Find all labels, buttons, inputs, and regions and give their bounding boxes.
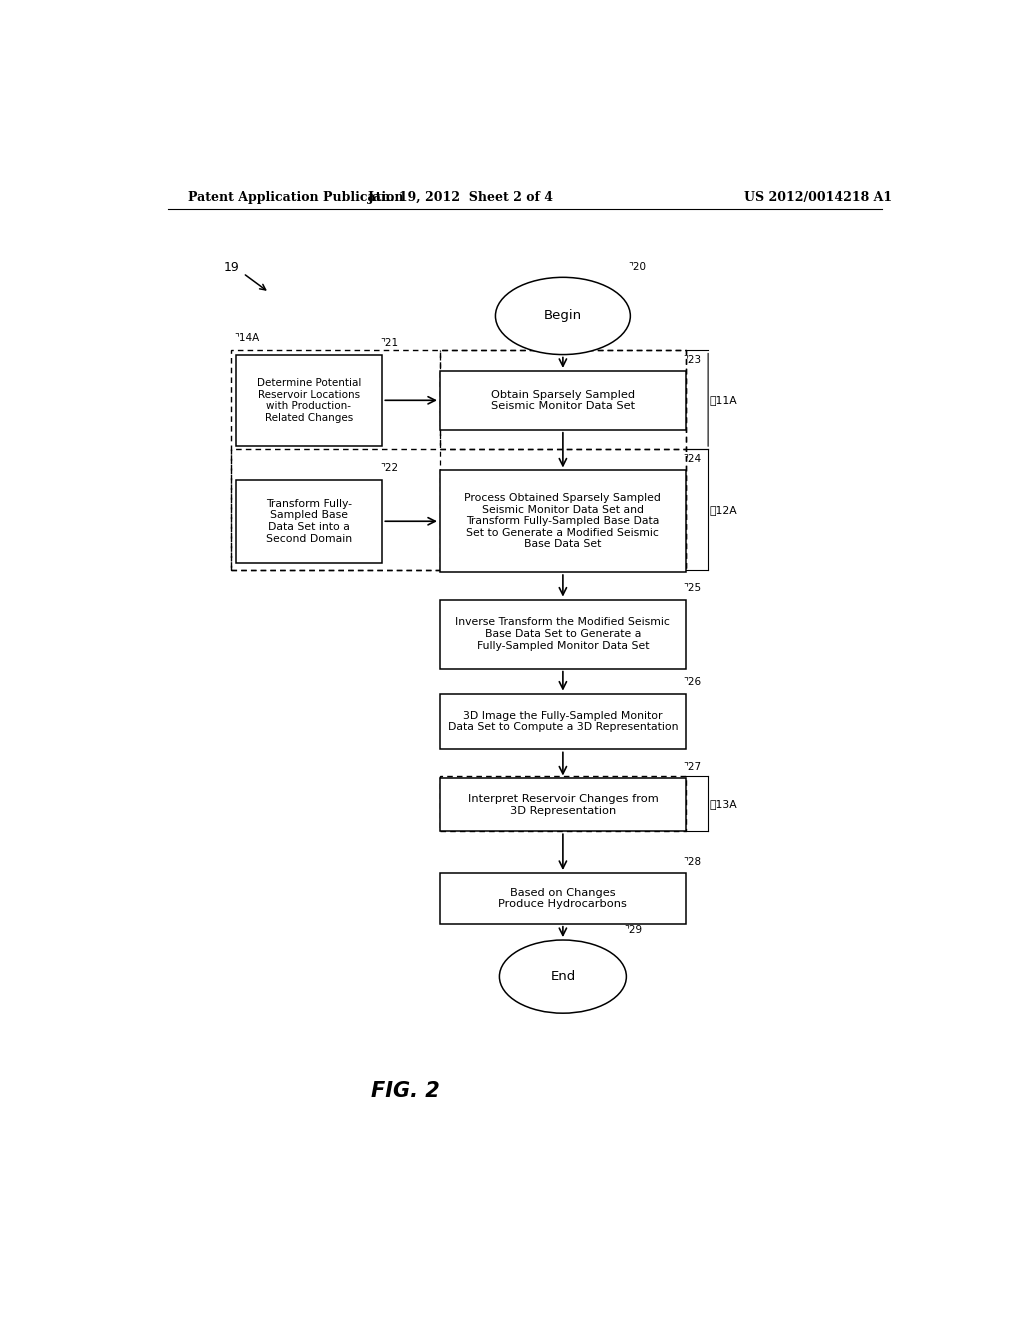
- Text: 19: 19: [223, 260, 240, 273]
- Bar: [231, 449, 686, 570]
- Text: Patent Application Publication: Patent Application Publication: [187, 190, 403, 203]
- Text: ⌝24: ⌝24: [684, 454, 701, 465]
- Text: Inverse Transform the Modified Seismic
Base Data Set to Generate a
Fully-Sampled: Inverse Transform the Modified Seismic B…: [456, 618, 671, 651]
- Text: Begin: Begin: [544, 309, 582, 322]
- Text: ⌝26: ⌝26: [684, 677, 701, 688]
- Text: ⌝21: ⌝21: [380, 338, 398, 348]
- Bar: [440, 873, 686, 924]
- Bar: [440, 693, 686, 750]
- Text: ⌝27: ⌝27: [684, 763, 701, 772]
- Bar: [440, 779, 686, 832]
- Bar: [440, 776, 686, 832]
- Ellipse shape: [500, 940, 627, 1014]
- Text: Jan. 19, 2012  Sheet 2 of 4: Jan. 19, 2012 Sheet 2 of 4: [369, 190, 554, 203]
- Bar: [440, 371, 686, 430]
- Bar: [236, 479, 382, 562]
- Text: ⌝22: ⌝22: [380, 463, 398, 474]
- Text: ⌝28: ⌝28: [684, 857, 701, 867]
- Text: End: End: [550, 970, 575, 983]
- Text: Based on Changes
Produce Hydrocarbons: Based on Changes Produce Hydrocarbons: [499, 887, 628, 909]
- Bar: [440, 599, 686, 669]
- Text: ⌝29: ⌝29: [624, 925, 642, 935]
- Text: Process Obtained Sparsely Sampled
Seismic Monitor Data Set and
Transform Fully-S: Process Obtained Sparsely Sampled Seismi…: [465, 494, 662, 549]
- Text: ⌕12A: ⌕12A: [710, 504, 737, 515]
- Text: ⌕13A: ⌕13A: [710, 799, 737, 809]
- Bar: [440, 470, 686, 572]
- Bar: [440, 351, 686, 449]
- Text: 3D Image the Fully-Sampled Monitor
Data Set to Compute a 3D Representation: 3D Image the Fully-Sampled Monitor Data …: [447, 710, 678, 733]
- Text: Interpret Reservoir Changes from
3D Representation: Interpret Reservoir Changes from 3D Repr…: [468, 795, 658, 816]
- Ellipse shape: [496, 277, 631, 355]
- Text: ⌝23: ⌝23: [684, 355, 701, 364]
- Bar: [231, 351, 686, 570]
- Bar: [236, 355, 382, 446]
- Text: ⌝25: ⌝25: [684, 583, 701, 594]
- Text: ⌝14A: ⌝14A: [234, 334, 260, 343]
- Text: Determine Potential
Reservoir Locations
with Production-
Related Changes: Determine Potential Reservoir Locations …: [257, 378, 361, 422]
- Text: FIG. 2: FIG. 2: [372, 1081, 440, 1101]
- Text: ⌕11A: ⌕11A: [710, 395, 737, 405]
- Text: Obtain Sparsely Sampled
Seismic Monitor Data Set: Obtain Sparsely Sampled Seismic Monitor …: [490, 389, 635, 411]
- Text: ⌝20: ⌝20: [628, 263, 646, 272]
- Text: US 2012/0014218 A1: US 2012/0014218 A1: [744, 190, 893, 203]
- Text: Transform Fully-
Sampled Base
Data Set into a
Second Domain: Transform Fully- Sampled Base Data Set i…: [266, 499, 352, 544]
